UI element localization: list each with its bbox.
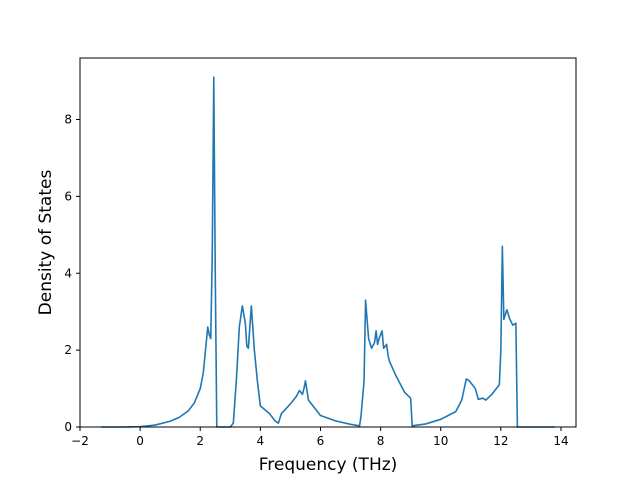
x-tick-label: 0 [136, 434, 144, 448]
x-tick-label: 6 [317, 434, 325, 448]
y-tick-label: 4 [64, 266, 72, 280]
x-tick-label: 4 [257, 434, 265, 448]
x-tick-label: 2 [196, 434, 204, 448]
y-tick-label: 8 [64, 113, 72, 127]
plot-frame [79, 57, 577, 428]
x-tick-label: 8 [377, 434, 385, 448]
y-axis-label: Density of States [36, 170, 56, 316]
x-axis-label: Frequency (THz) [259, 455, 398, 475]
y-tick-label: 0 [64, 420, 72, 434]
y-tick-label: 2 [64, 343, 72, 357]
dos-series-line-0 [101, 76, 555, 428]
x-tick-label: 12 [493, 434, 508, 448]
x-tick-label: −2 [71, 434, 89, 448]
y-tick-label: 6 [64, 189, 72, 203]
x-tick-label: 10 [433, 434, 448, 448]
x-tick-label: 14 [553, 434, 568, 448]
series-layer [101, 76, 555, 428]
